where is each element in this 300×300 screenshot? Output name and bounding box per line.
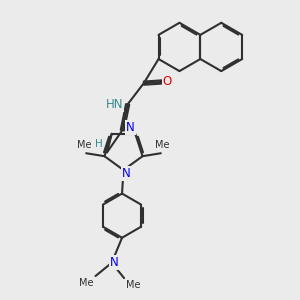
Text: N: N	[122, 167, 130, 180]
Text: N: N	[126, 122, 135, 134]
Text: O: O	[163, 75, 172, 88]
Text: HN: HN	[106, 98, 123, 111]
Text: Me: Me	[155, 140, 169, 150]
Text: N: N	[110, 256, 118, 269]
Text: Me: Me	[79, 278, 93, 288]
Text: Me: Me	[77, 140, 92, 150]
Text: Me: Me	[126, 280, 141, 290]
Text: H: H	[95, 139, 103, 149]
